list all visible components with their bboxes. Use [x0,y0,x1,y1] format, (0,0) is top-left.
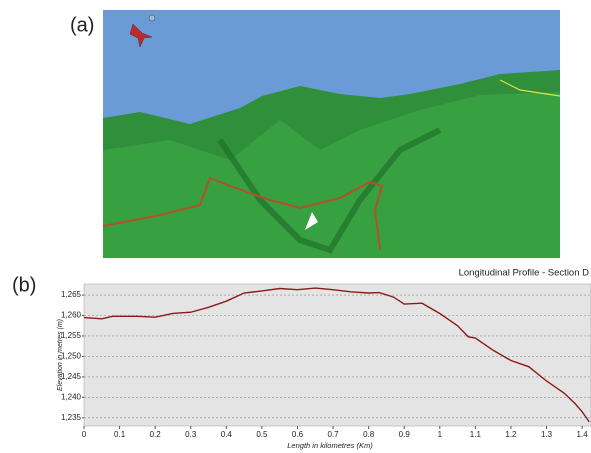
y-tick-label: 1,245 [61,372,82,381]
y-tick-label: 1,250 [61,352,82,361]
panel-label: (a) [70,14,94,36]
x-tick-label: 0.1 [114,430,126,439]
x-tick-label: 0.5 [256,430,268,439]
x-tick-label: 0.8 [363,430,375,439]
figure: (a) (b) Longitudinal Profile - Section D… [0,0,591,453]
terrain-image [103,10,560,258]
x-tick-label: 1.4 [577,430,589,439]
chart-title: Longitudinal Profile - Section D [459,268,590,279]
x-tick-label: 0.4 [221,430,233,439]
panel-label: (b) [12,274,36,296]
x-tick-label: 0.9 [399,430,411,439]
x-tick-label: 0.6 [292,430,304,439]
x-axis-label: Length in kilometres (Km) [287,441,373,450]
y-tick-label: 1,235 [61,413,82,422]
x-tick-label: 1.1 [470,430,482,439]
x-tick-label: 1.2 [505,430,517,439]
x-tick-label: 0.7 [327,430,339,439]
x-tick-label: 0 [82,430,87,439]
y-tick-label: 1,265 [61,290,82,299]
plot-area [84,284,591,426]
x-tick-label: 0.3 [185,430,197,439]
x-tick-label: 1 [438,430,443,439]
page: (a) (b) Longitudinal Profile - Section D… [0,0,591,453]
y-tick-label: 1,260 [61,311,82,320]
x-tick-label: 0.2 [150,430,162,439]
x-tick-label: 1.3 [541,430,553,439]
y-tick-label: 1,240 [61,392,82,401]
y-tick-label: 1,255 [61,331,82,340]
